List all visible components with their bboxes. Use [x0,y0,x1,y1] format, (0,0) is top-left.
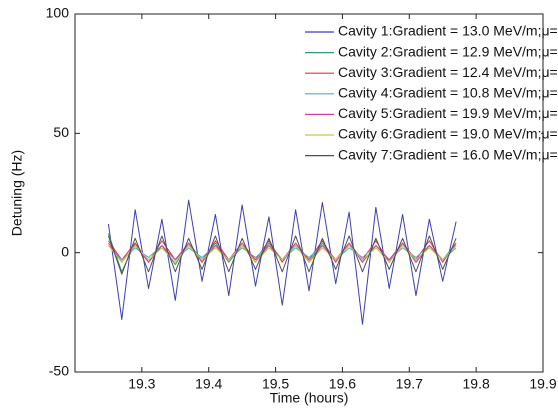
y-axis-label: Detuning (Hz) [9,150,25,236]
legend-label: Cavity 7:Gradient = 16.0 MeV/m;μ=-0.8 Hz… [338,146,558,162]
x-tick-label: 19.8 [463,376,490,392]
y-tick-label: 100 [46,5,70,21]
data-line [108,240,457,263]
legend-label: Cavity 3:Gradient = 12.4 MeV/m;μ=0.2 Hz;… [338,64,558,80]
plot-frame [74,13,544,373]
x-tick-label: 19.9 [529,376,556,392]
data-line [108,245,457,263]
y-tick-label: -50 [49,363,69,379]
x-tick-label: 19.3 [128,376,155,392]
legend-label: Cavity 6:Gradient = 19.0 MeV/m;μ=-0.3 Hz… [338,126,558,142]
legend-label: Cavity 4:Gradient = 10.8 MeV/m;μ=-0.0 Hz… [338,85,558,101]
legend-label: Cavity 1:Gradient = 13.0 MeV/m;μ=-0.3 Hz… [338,23,558,39]
legend-label: Cavity 5:Gradient = 19.9 MeV/m;μ=-0.1 Hz… [338,105,558,121]
legend-box [300,20,541,169]
legend-label: Cavity 2:Gradient = 12.9 MeV/m;μ=-0.1 Hz… [338,43,558,59]
x-tick-label: 19.5 [262,376,289,392]
x-axis-label: Time (hours) [270,390,349,406]
data-line [107,235,457,275]
x-tick-label: 19.6 [329,376,356,392]
x-tick-label: 19.7 [396,376,423,392]
legend: Cavity 1:Gradient = 13.0 MeV/m;μ=-0.3 Hz… [300,20,558,169]
y-tick-label: 0 [61,243,69,259]
y-tick-label: 50 [53,124,69,140]
x-tick-label: 19.4 [195,376,222,392]
